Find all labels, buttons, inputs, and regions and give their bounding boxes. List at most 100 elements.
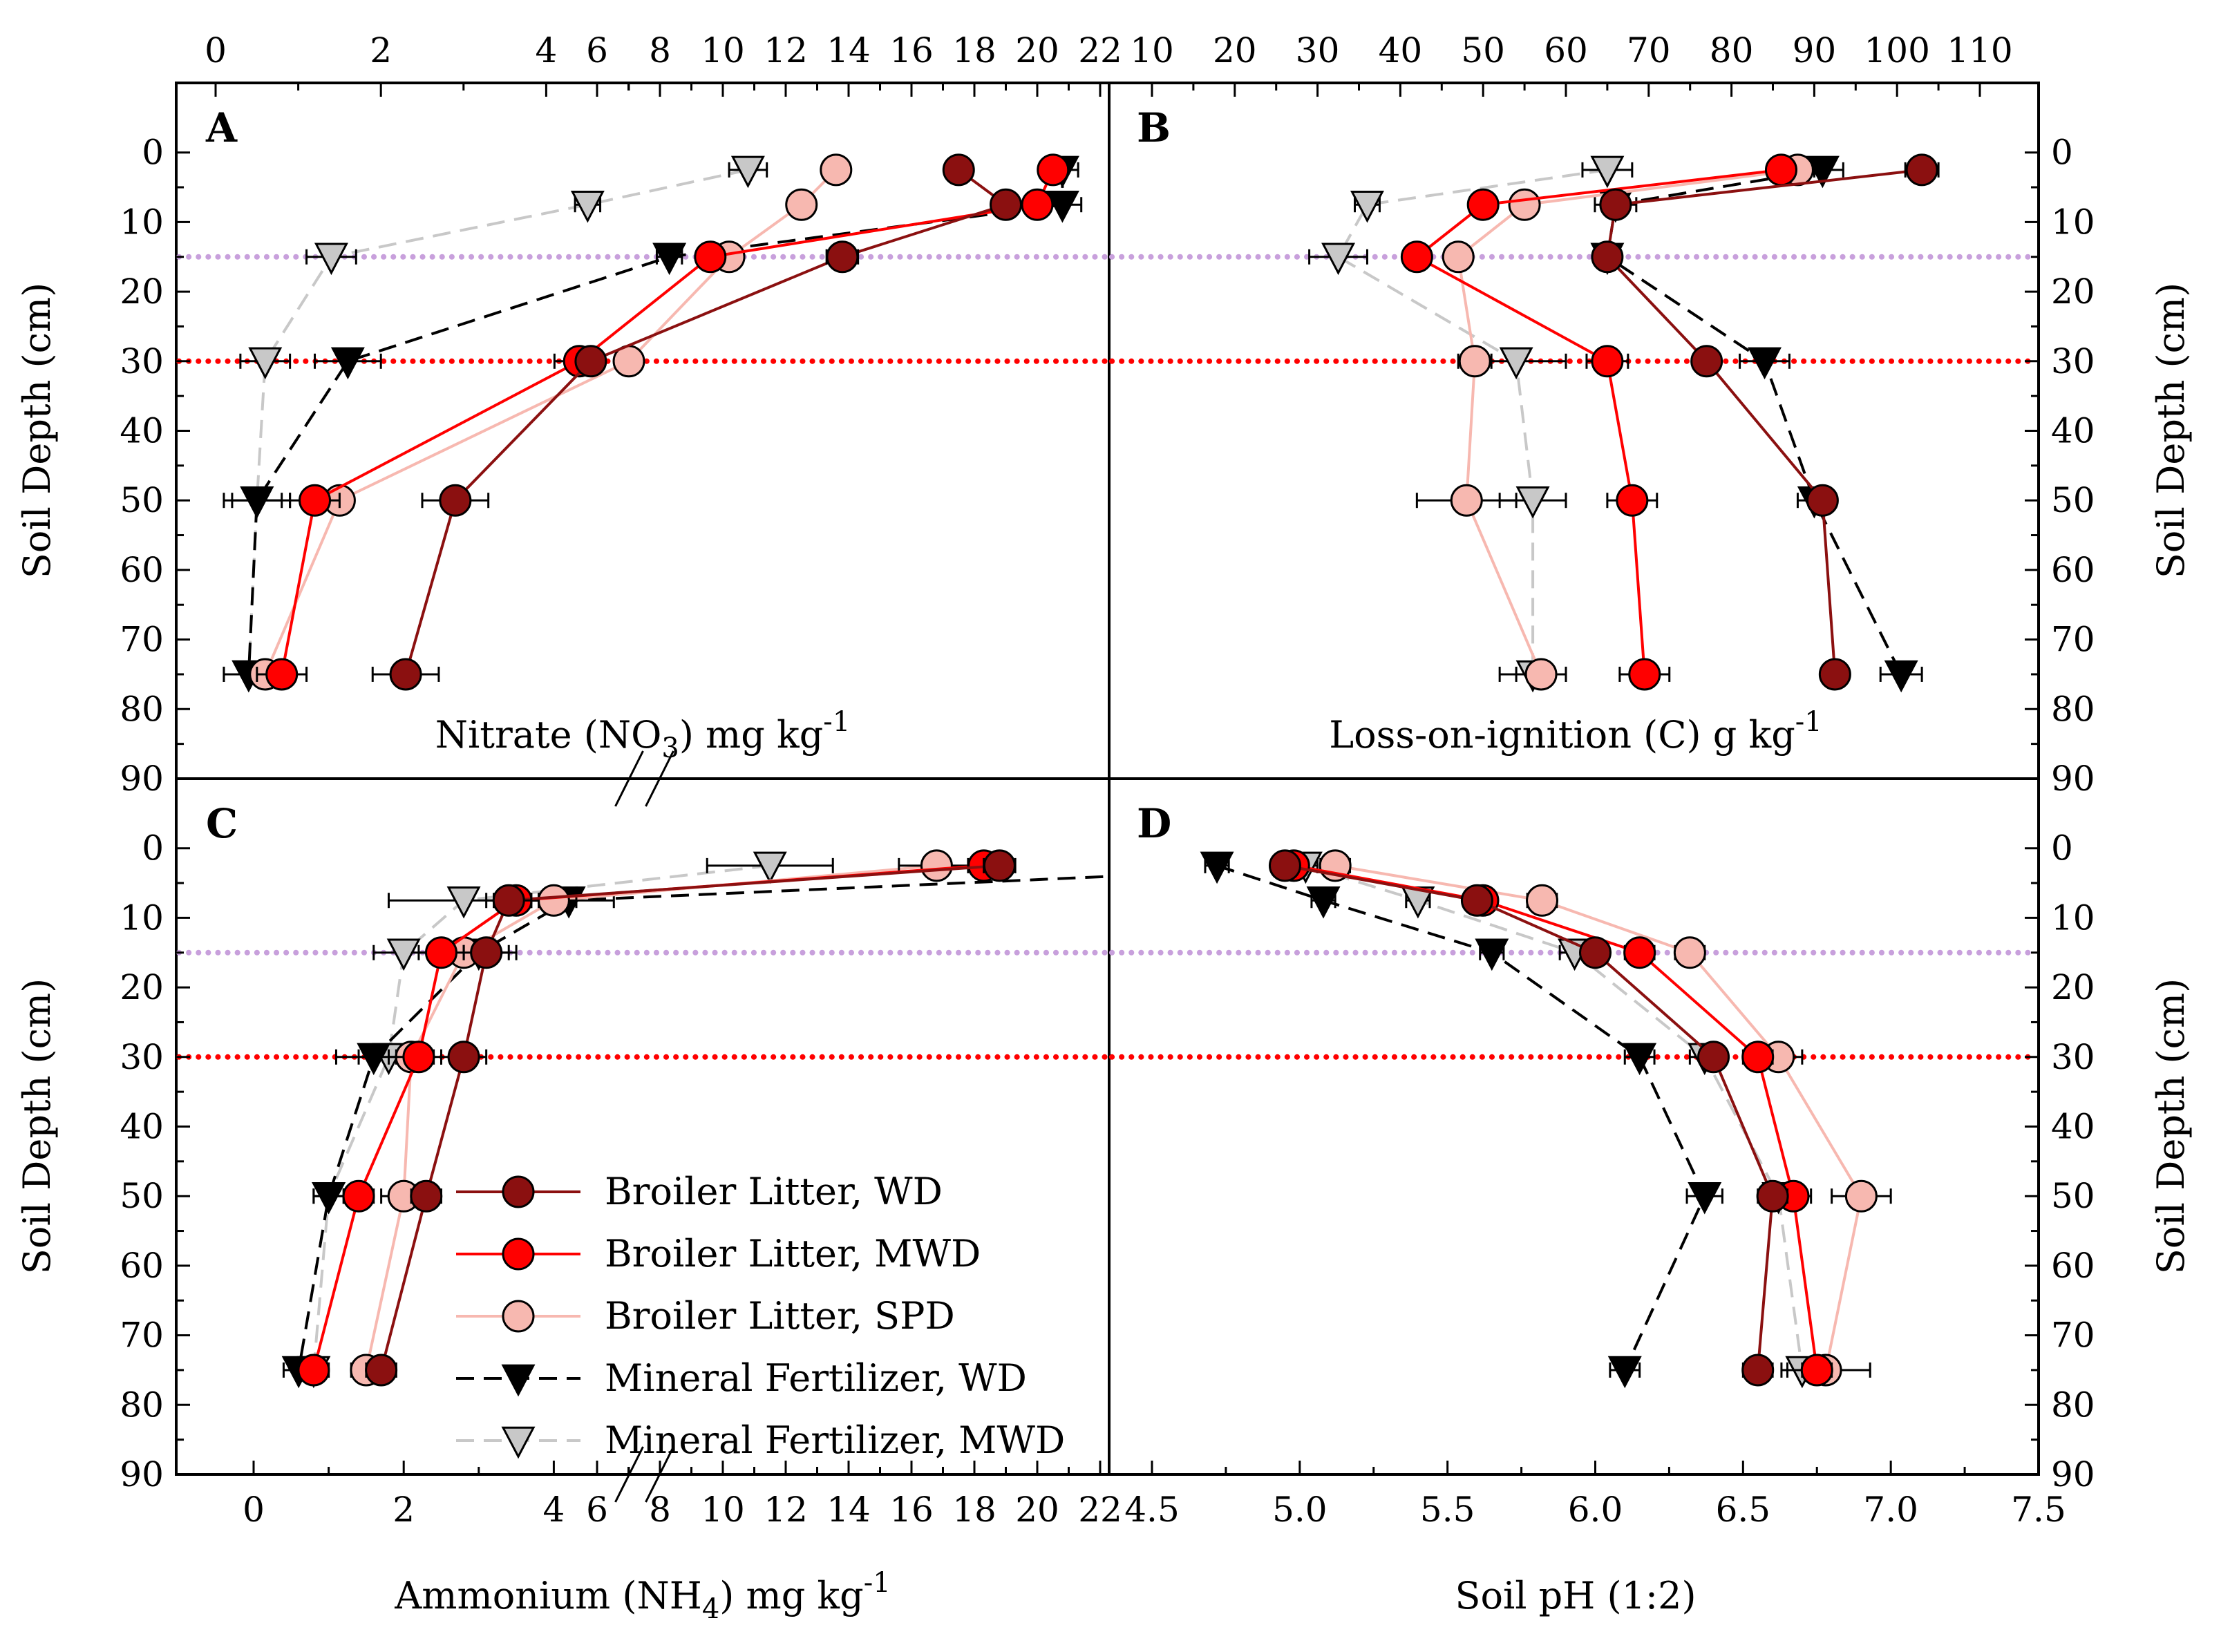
series-line [364, 864, 937, 1371]
axis-break-mark [645, 1446, 674, 1503]
y-tick-label: 90 [2051, 1454, 2095, 1494]
x-tick-label: 8 [649, 30, 671, 70]
x-tick-label: 20 [1015, 30, 1059, 70]
data-point [1590, 155, 1625, 189]
legend-label: Broiler Litter, SPD [605, 1294, 955, 1338]
data-point [826, 240, 859, 274]
series-line [1216, 864, 1706, 1371]
x-tick-label: 10 [701, 1490, 745, 1530]
data-point [365, 1354, 398, 1387]
x-tick-label: 7.5 [2011, 1490, 2066, 1530]
x-tick-label: 8 [649, 1490, 671, 1530]
data-point [314, 243, 348, 276]
series-line [1414, 168, 1782, 675]
data-point [1037, 153, 1070, 187]
data-point [1800, 1354, 1833, 1387]
y-tick-label: 80 [120, 689, 164, 729]
x-tick-label: 2 [370, 30, 392, 70]
data-point [1442, 240, 1475, 274]
y-tick-label: 30 [120, 341, 164, 381]
legend-entry: Broiler Litter, SPD [456, 1294, 955, 1338]
x-tick-label: 14 [826, 30, 871, 70]
series-line [1605, 168, 1922, 675]
y-tick-label: 20 [2051, 967, 2095, 1007]
x-tick-label: 22 [1078, 30, 1122, 70]
panel-label-d: D [1137, 800, 1171, 847]
series-line [1336, 168, 1608, 674]
legend-entry: Mineral Fertilizer, MWD [456, 1418, 1065, 1462]
y-tick-label: 90 [120, 1454, 164, 1494]
x-tick-label: 14 [826, 1490, 871, 1530]
x-tick-label: 12 [764, 30, 808, 70]
legend-entry: Broiler Litter, MWD [456, 1232, 981, 1275]
y-tick-label: 70 [2051, 620, 2095, 660]
x-tick-label: 7.0 [1863, 1490, 1918, 1530]
x-tick-label: 6.5 [1716, 1490, 1771, 1530]
data-point [1884, 660, 1918, 693]
series-broiler-litter-wd [365, 849, 1017, 1387]
panel-b-xlabel: Loss-on-ignition (C) g kg-1 [1329, 706, 1822, 757]
x-tick-label: 30 [1296, 30, 1340, 70]
x-tick-label: 18 [952, 1490, 996, 1530]
data-point [470, 936, 503, 969]
series-line [297, 875, 1109, 1371]
y-tick-label: 70 [2051, 1316, 2095, 1356]
legend-marker [502, 1300, 535, 1333]
x-tick-label: 110 [1947, 30, 2012, 70]
series-broiler-litter-spd [1415, 153, 1815, 691]
data-point [574, 345, 607, 378]
series-layer [223, 153, 1940, 1389]
y-tick-label: 40 [2051, 411, 2095, 451]
data-point [694, 240, 727, 274]
data-point [1524, 658, 1558, 691]
data-point [439, 484, 472, 517]
x-tick-label: 4 [535, 30, 557, 70]
x-tick-label: 20 [1015, 1490, 1059, 1530]
left-ylabel-bottom: Soil Depth (cm) [15, 978, 59, 1274]
legend-label: Broiler Litter, MWD [605, 1232, 981, 1275]
x-tick-label: 0 [205, 30, 227, 70]
y-tick-label: 20 [120, 272, 164, 312]
data-point [1268, 849, 1301, 882]
y-tick-label: 0 [2051, 133, 2073, 173]
data-point [1021, 188, 1054, 221]
data-point [1607, 1356, 1642, 1389]
panel-d-series [1200, 849, 1892, 1389]
data-point [1475, 938, 1509, 971]
data-point [1697, 1041, 1730, 1074]
data-point [425, 936, 457, 969]
y-tick-label: 20 [2051, 272, 2095, 312]
data-point [357, 1043, 391, 1076]
data-point [1591, 345, 1624, 378]
y-tick-label: 10 [120, 898, 164, 938]
data-point [537, 884, 570, 917]
data-point [1306, 886, 1341, 919]
data-point [1200, 851, 1234, 884]
y-tick-label: 0 [2051, 828, 2073, 868]
data-point [1579, 936, 1612, 969]
panel-a-xlabel: Nitrate (NO3) mg kg-1 [435, 706, 851, 764]
legend: Broiler Litter, WD Broiler Litter, MWD Bro… [456, 1170, 1065, 1462]
data-point [1045, 191, 1079, 223]
x-tick-label: 60 [1544, 30, 1588, 70]
data-point [342, 1179, 375, 1213]
y-tick-label: 90 [2051, 759, 2095, 799]
series-line [1305, 864, 1804, 1371]
data-point [446, 886, 481, 919]
x-tick-label: 20 [1213, 30, 1257, 70]
x-tick-label: 12 [764, 1490, 808, 1530]
x-tick-label: 6.0 [1568, 1490, 1623, 1530]
y-tick-label: 80 [120, 1385, 164, 1425]
y-tick-label: 50 [120, 480, 164, 520]
legend-marker [502, 1237, 535, 1271]
panel-label-a: A [205, 104, 238, 151]
data-point [1756, 1179, 1789, 1213]
axis-break-mark [614, 750, 644, 807]
data-point [942, 153, 975, 187]
y-tick-label: 60 [120, 550, 164, 590]
data-point [652, 243, 687, 276]
data-point [1591, 240, 1624, 274]
y-tick-label: 30 [2051, 1037, 2095, 1077]
y-tick-label: 10 [2051, 898, 2095, 938]
left-ylabel-top: Soil Depth (cm) [15, 283, 59, 578]
